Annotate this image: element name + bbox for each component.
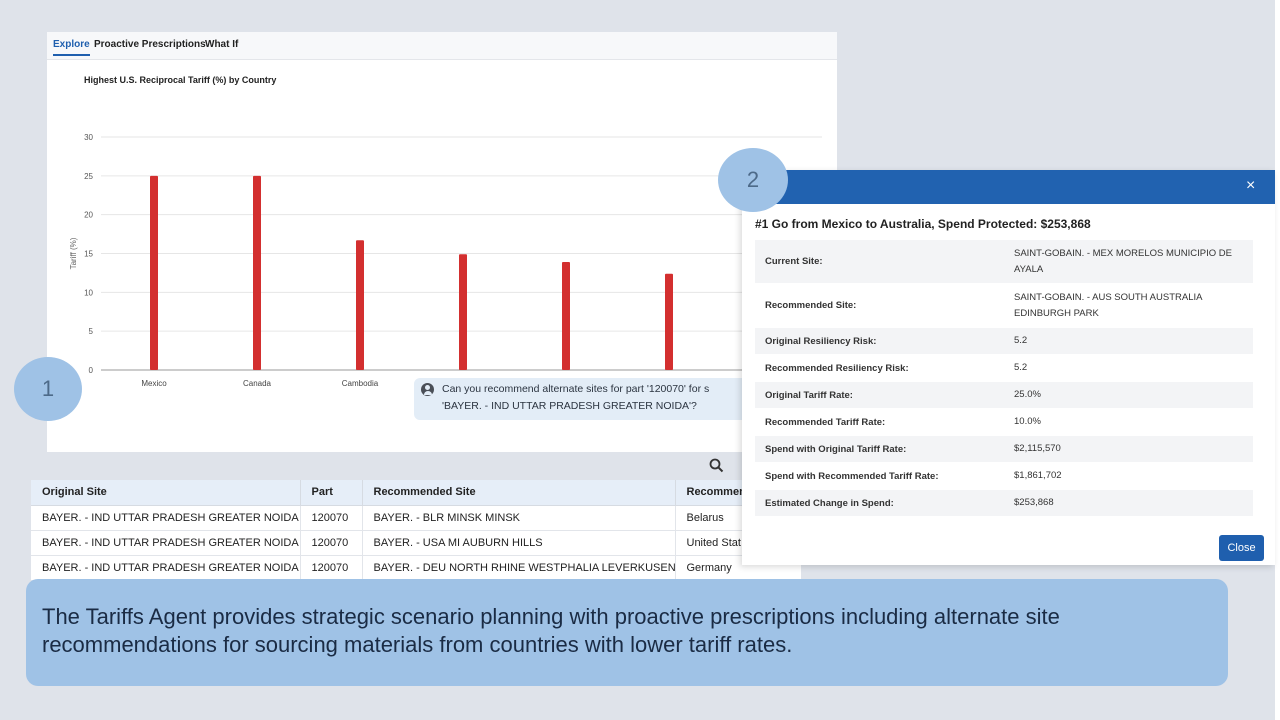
dialog-row-label: Current Site: [765, 256, 823, 267]
dialog-row: Spend with Original Tariff Rate: $2,115,5… [755, 436, 1253, 463]
recommendations-table: Original Site Part Recommended Site Reco… [31, 480, 801, 580]
right-edge-strip [1275, 0, 1280, 720]
dialog-row-label: Spend with Recommended Tariff Rate: [765, 470, 939, 482]
cell-recommended-site: BAYER. - BLR MINSK MINSK [362, 505, 676, 531]
cell-part: 120070 [300, 530, 363, 556]
dialog-row: Estimated Change in Spend: $253,868 [755, 490, 1253, 517]
chart-title: Highest U.S. Reciprocal Tariff (%) by Co… [84, 75, 276, 85]
dialog-row: Recommended Resiliency Risk: 5.2 [755, 355, 1253, 382]
user-icon [421, 383, 434, 396]
y-tick-label: 5 [89, 327, 94, 336]
table-row[interactable]: BAYER. - IND UTTAR PRADESH GREATER NOIDA… [31, 505, 801, 531]
table-row[interactable]: BAYER. - IND UTTAR PRADESH GREATER NOIDA… [31, 555, 801, 580]
col-original-site[interactable]: Original Site [31, 480, 301, 506]
tab-explore[interactable]: Explore [53, 39, 90, 56]
cell-original-site: BAYER. - IND UTTAR PRADESH GREATER NOIDA [31, 505, 301, 531]
tab-what-if[interactable]: What If [205, 39, 239, 50]
dialog-row-value: $253,868 [1014, 497, 1054, 508]
chart-bar [356, 240, 364, 370]
dialog-row-value: SAINT-GOBAIN. - AUS SOUTH AUSTRALIA EDIN… [1014, 291, 1202, 319]
y-tick-label: 15 [84, 250, 93, 259]
x-tick-label: Mexico [141, 379, 167, 388]
y-tick-label: 30 [84, 133, 93, 142]
dialog-row-value: $2,115,570 [1014, 443, 1061, 454]
chart-bar [150, 175, 158, 370]
chart-bar [253, 175, 261, 370]
dialog-row: Original Tariff Rate: 25.0% [755, 382, 1253, 409]
chart-bar [665, 273, 673, 370]
dialog-row-value: 25.0% [1014, 389, 1041, 400]
x-tick-label: Canada [243, 379, 272, 388]
search-icon[interactable] [708, 457, 726, 475]
cell-part: 120070 [300, 555, 363, 580]
col-recommended-site[interactable]: Recommended Site [362, 480, 676, 506]
step-marker-2: 2 [718, 148, 788, 212]
caption-banner: The Tariffs Agent provides strategic sce… [26, 579, 1228, 686]
dialog-subtitle: #1 Go from Mexico to Australia, Spend Pr… [755, 217, 1091, 231]
dialog-row-label: Original Tariff Rate: [765, 389, 853, 401]
y-tick-label: 0 [89, 366, 94, 375]
chart-ylabel: Tariff (%) [69, 237, 78, 269]
dialog-row: Spend with Recommended Tariff Rate: $1,86… [755, 463, 1253, 490]
dialog-row-value: 5.2 [1014, 335, 1028, 346]
dialog-row: Recommended Site: SAINT-GOBAIN. - AUS SOU… [755, 284, 1253, 328]
chat-line-2: 'BAYER. - IND UTTAR PRADESH GREATER NOID… [442, 400, 697, 412]
dialog-row-label: Original Resiliency Risk: [765, 335, 877, 347]
cell-recommended-site: BAYER. - DEU NORTH RHINE WESTPHALIA LEVE… [362, 555, 676, 580]
cell-part: 120070 [300, 505, 363, 531]
y-tick-label: 10 [84, 288, 93, 297]
close-button[interactable]: Close [1219, 535, 1264, 561]
chat-message: Can you recommend alternate sites for pa… [414, 378, 754, 420]
x-tick-label: Cambodia [342, 379, 379, 388]
dialog-row-label: Estimated Change in Spend: [765, 497, 894, 509]
dialog-row-value: 10.0% [1014, 416, 1041, 427]
y-tick-label: 25 [84, 172, 93, 181]
cell-original-site: BAYER. - IND UTTAR PRADESH GREATER NOIDA [31, 530, 301, 556]
y-tick-label: 20 [84, 211, 93, 220]
tab-proactive-prescriptions[interactable]: Proactive Prescriptions [94, 39, 206, 50]
dialog-row-label: Spend with Original Tariff Rate: [765, 443, 907, 455]
dialog-row-value: $1,861,702 [1014, 470, 1062, 481]
dialog-row-label: Recommended Tariff Rate: [765, 416, 886, 428]
scenario-dialog: s × #1 Go from Mexico to Australia, Spen… [742, 170, 1275, 565]
chat-line-1: Can you recommend alternate sites for pa… [442, 383, 710, 395]
cell-original-site: BAYER. - IND UTTAR PRADESH GREATER NOIDA [31, 555, 301, 580]
step-marker-1: 1 [14, 357, 82, 421]
dialog-row: Current Site: SAINT-GOBAIN. - MEX MORELOS… [755, 240, 1253, 284]
table-header-row: Original Site Part Recommended Site Reco… [31, 480, 801, 506]
close-icon[interactable]: × [1246, 177, 1256, 194]
chart-bar [459, 254, 467, 370]
dialog-details: Current Site: SAINT-GOBAIN. - MEX MORELOS… [755, 240, 1253, 517]
dialog-row-value: SAINT-GOBAIN. - MEX MORELOS MUNICIPIO DE… [1014, 247, 1232, 275]
dialog-row-label: Recommended Resiliency Risk: [765, 362, 909, 374]
cell-recommended-site: BAYER. - USA MI AUBURN HILLS [362, 530, 676, 556]
dialog-header: s × [742, 170, 1275, 204]
table-row[interactable]: BAYER. - IND UTTAR PRADESH GREATER NOIDA… [31, 530, 801, 556]
tab-bar: Explore Proactive Prescriptions What If [47, 32, 837, 60]
dialog-row: Original Resiliency Risk: 5.2 [755, 328, 1253, 355]
dialog-row: Recommended Tariff Rate: 10.0% [755, 409, 1253, 436]
chart-bar [562, 262, 570, 370]
dialog-row-label: Recommended Site: [765, 300, 857, 311]
tariff-bar-chart: Highest U.S. Reciprocal Tariff (%) by Co… [69, 75, 822, 398]
dialog-row-value: 5.2 [1014, 362, 1028, 373]
col-part[interactable]: Part [300, 480, 363, 506]
